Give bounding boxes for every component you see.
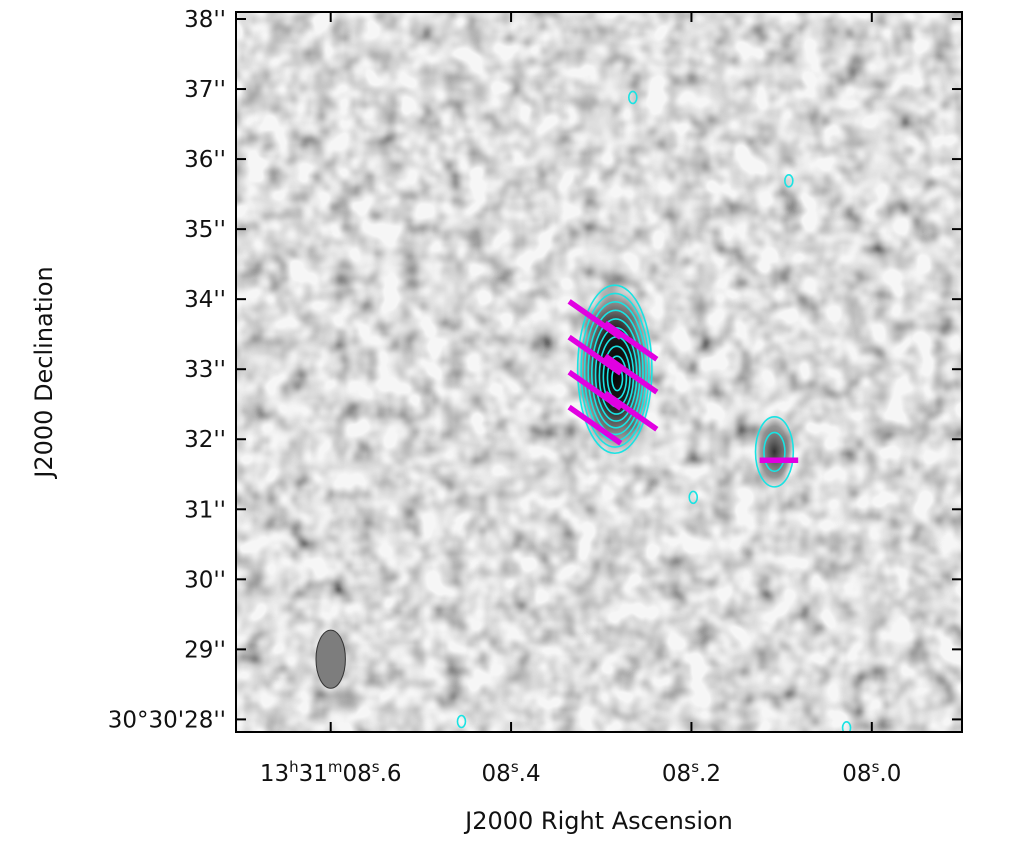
y-tick-label: 33'' (184, 357, 226, 383)
y-tick-label: 34'' (184, 287, 226, 313)
noise-contour-2 (784, 173, 794, 188)
beam-layer (315, 629, 346, 689)
y-tick-label: 35'' (184, 217, 226, 243)
contour-source1-level-1 (576, 284, 653, 455)
beam-ellipse (315, 629, 346, 689)
noise-contour-4 (456, 714, 467, 729)
polarization-vector-7 (603, 390, 659, 432)
polarization-vector-layer (567, 299, 799, 463)
contour-source2-level-1 (754, 416, 795, 488)
contour-source1-level-5 (591, 318, 641, 429)
x-tick-label: 08s.2 (662, 758, 721, 787)
contour-layer (456, 90, 852, 732)
y-tick-label: 31'' (184, 497, 226, 523)
polarization-vector-2 (567, 334, 623, 376)
contour-source1-level-2 (580, 292, 650, 448)
x-tick-label: 08s.0 (842, 758, 901, 787)
noise-contour-1 (628, 90, 638, 105)
x-tick-label: 08s.4 (482, 758, 541, 787)
y-tick-labels: 30°30'28'' 29'' 30'' 31'' 32'' 33'' 34'' 35'' 36… (108, 7, 226, 733)
noise-contour-3 (688, 490, 699, 505)
polarization-vector-6 (603, 353, 659, 395)
y-tick-label: 30°30'28'' (108, 707, 226, 733)
noise-contour-5 (841, 720, 852, 732)
plot-frame (235, 11, 963, 733)
polarization-vector-5 (603, 320, 659, 362)
x-tick-labels: 13h31m08s.6 08s.4 08s.2 08s.0 (260, 758, 902, 787)
x-tick-label: 13h31m08s.6 (260, 758, 402, 787)
y-tick-label: 36'' (184, 147, 226, 173)
source-emission-2 (754, 415, 795, 489)
y-tick-label: 29'' (184, 637, 226, 663)
polarization-vector-4 (567, 404, 623, 446)
polarization-vector-3 (567, 369, 623, 411)
y-tick-label: 32'' (184, 427, 226, 453)
contour-source1-level-4 (587, 309, 644, 436)
x-axis-title: J2000 Right Ascension (463, 807, 733, 835)
y-tick-label: 38'' (184, 7, 226, 33)
y-tick-label: 37'' (184, 77, 226, 103)
axis-ticks (236, 12, 962, 732)
contour-source2-level-2 (763, 431, 786, 473)
y-tick-label: 30'' (184, 567, 226, 593)
y-axis-title: J2000 Declination (30, 266, 58, 479)
polarization-vector-1 (567, 299, 623, 340)
